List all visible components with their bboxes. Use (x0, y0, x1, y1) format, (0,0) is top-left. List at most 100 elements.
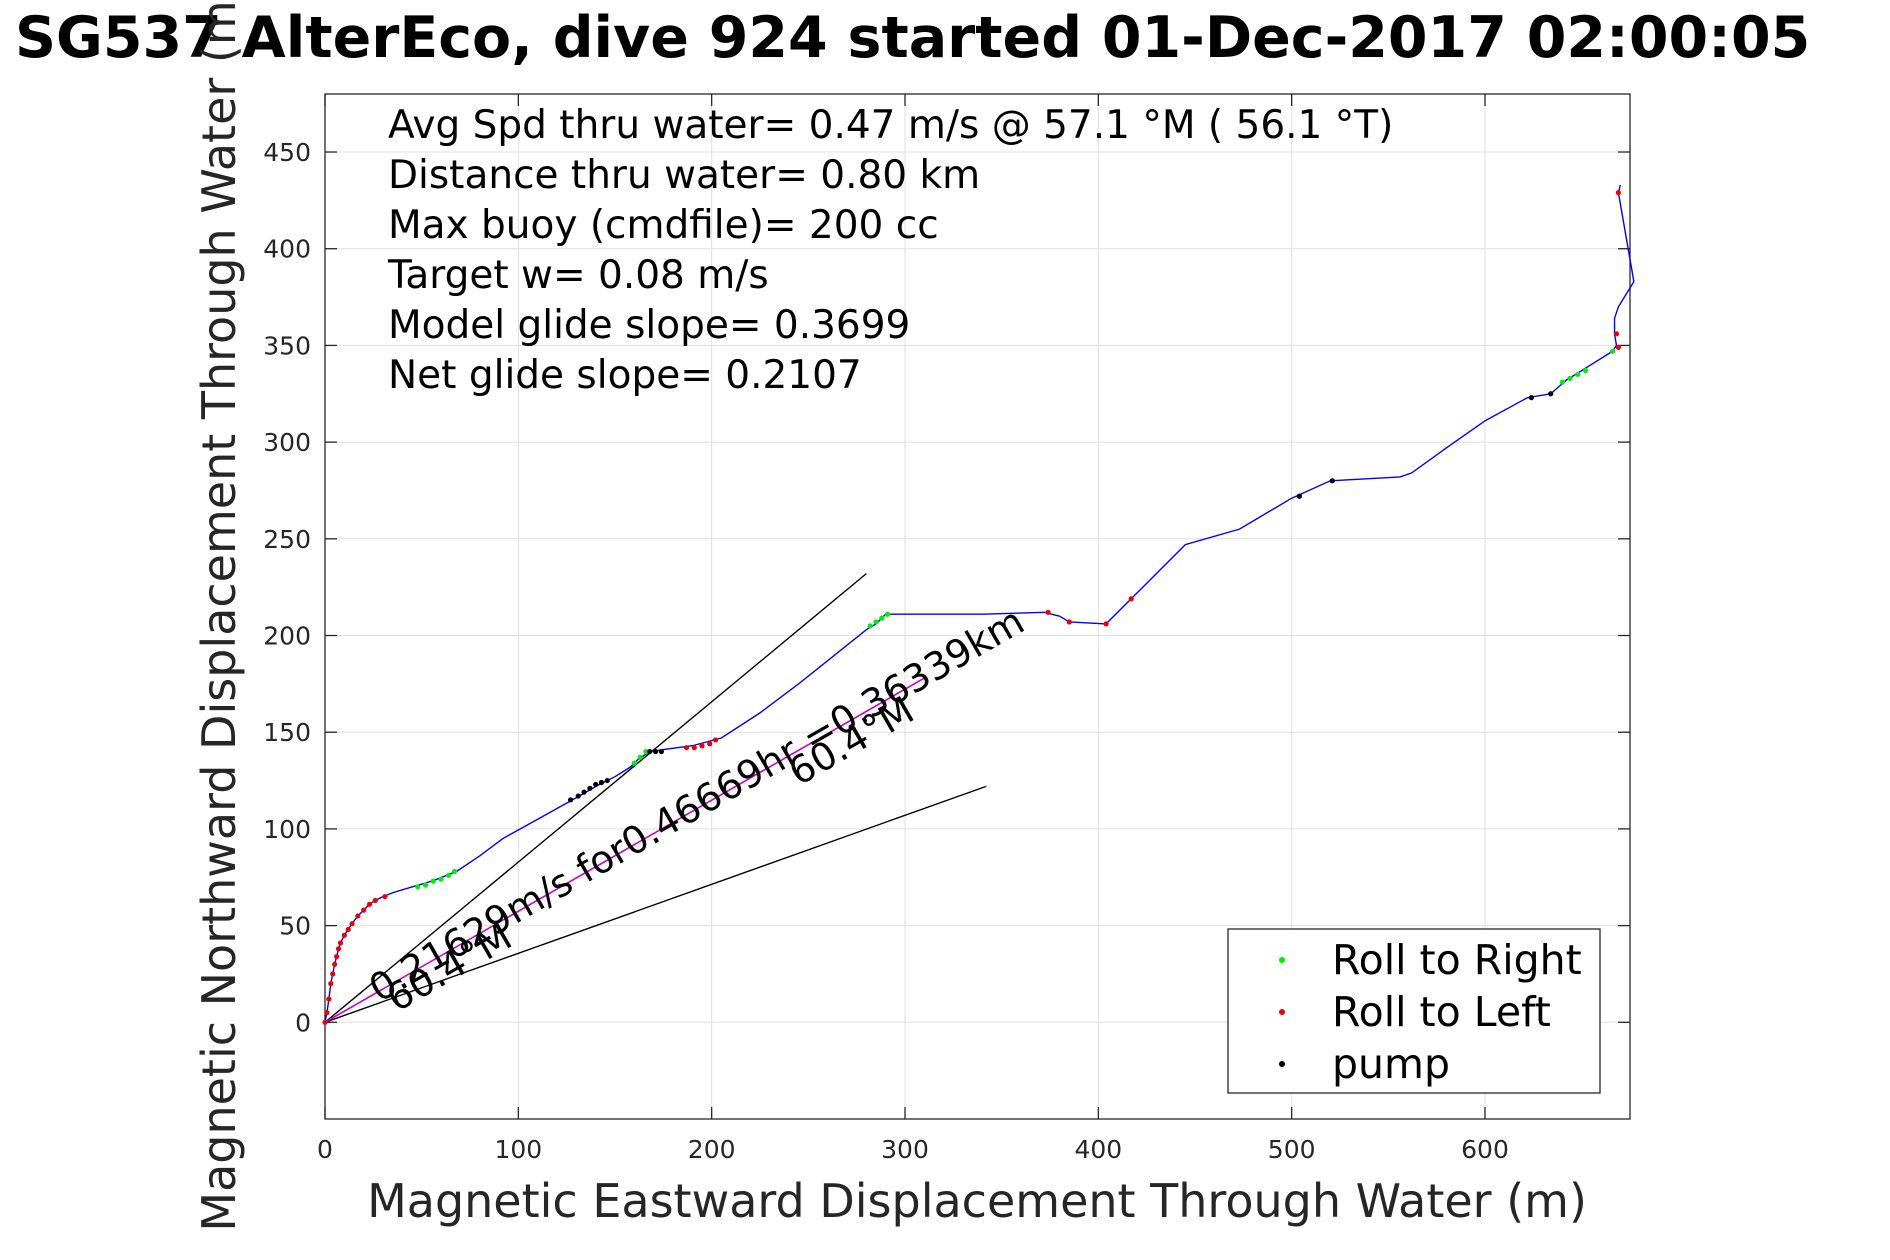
roll-to-right-marker (1559, 379, 1565, 385)
roll-to-right-marker (879, 615, 885, 621)
legend-swatch-roll-to-right (1279, 957, 1285, 963)
roll-to-left-marker (1613, 331, 1620, 337)
roll-to-right-marker (1567, 375, 1573, 381)
roll-to-right-marker (873, 619, 879, 625)
roll-to-left-marker (324, 1010, 330, 1016)
roll-to-left-marker (355, 913, 361, 919)
legend-swatch-pump (1279, 1061, 1285, 1067)
cone-line (324, 573, 867, 1023)
roll-to-right-marker (422, 882, 429, 888)
pump-marker (598, 779, 605, 786)
roll-to-left-marker (382, 893, 388, 900)
roll-to-left-marker (345, 926, 351, 933)
cone-line (324, 785, 987, 1023)
roll-to-left-marker (361, 907, 367, 913)
pump-marker (567, 797, 574, 803)
y-tick-label: 300 (263, 428, 311, 457)
roll-to-left-marker (366, 901, 373, 907)
roll-to-left-marker (683, 745, 690, 751)
roll-to-right-marker (631, 760, 637, 766)
track-line (324, 184, 1635, 1023)
x-axis-label: Magnetic Eastward Displacement Through W… (367, 1174, 1587, 1228)
net-line (324, 677, 925, 1023)
roll-to-left-marker (322, 1019, 328, 1025)
roll-to-left-marker (326, 996, 332, 1002)
legend-swatch-roll-to-left (1279, 1009, 1285, 1015)
legend-box (1227, 928, 1601, 1094)
roll-to-right-marker (451, 868, 458, 875)
info-line: Model glide slope= 0.3699 (388, 303, 910, 348)
pump-marker (575, 793, 581, 799)
x-tick-label: 500 (1268, 1135, 1316, 1164)
roll-to-left-marker (332, 961, 338, 967)
roll-to-left-marker (328, 981, 334, 987)
roll-to-left-marker (341, 932, 347, 938)
y-tick-label: 150 (263, 718, 311, 747)
roll-to-left-marker (712, 737, 719, 743)
info-text: Avg Spd thru water= 0.47 m/s @ 57.1 °M (… (387, 103, 1393, 398)
pump-marker (658, 748, 665, 755)
roll-to-left-marker (1045, 609, 1051, 615)
chart-title: SG537 AlterEco, dive 924 started 01-Dec-… (15, 5, 1810, 71)
pump-marker (653, 748, 659, 755)
y-tick-label: 350 (263, 331, 311, 360)
roll-to-right-marker (446, 872, 452, 878)
y-tick-label: 50 (279, 912, 311, 941)
roll-to-right-marker (1575, 371, 1581, 378)
roll-to-right-marker (438, 876, 444, 882)
pump-marker (1296, 493, 1302, 499)
info-line: Distance thru water= 0.80 km (388, 153, 980, 198)
pump-marker (647, 748, 653, 755)
y-tick-label: 250 (263, 525, 311, 554)
pump-marker (587, 785, 593, 791)
legend-label-pump: pump (1332, 1040, 1450, 1088)
x-tick-label: 300 (881, 1135, 929, 1164)
roll-to-left-marker (1103, 621, 1109, 627)
roll-to-left-marker (335, 946, 342, 952)
info-line: Target w= 0.08 m/s (387, 253, 769, 298)
roll-to-left-marker (334, 953, 340, 960)
roll-to-left-marker (1615, 344, 1621, 350)
annotations: 0.21629m/s for0.46669hr =0.36339km60.4°M… (362, 599, 1032, 1021)
y-axis-label: Magnetic Northward Displacement Through … (192, 0, 246, 1232)
info-line: Max buoy (cmdfile)= 200 cc (388, 203, 939, 248)
roll-to-left-marker (1066, 619, 1072, 625)
x-tick-label: 100 (494, 1135, 542, 1164)
pump-marker (604, 777, 610, 784)
roll-to-left-marker (330, 971, 336, 977)
x-tick-label: 600 (1461, 1135, 1509, 1164)
y-tick-label: 400 (263, 235, 311, 264)
heading-cone (324, 573, 987, 1023)
roll-to-right-marker (430, 878, 436, 884)
legend-label-roll-to-left: Roll to Left (1332, 988, 1551, 1036)
legend-label-roll-to-right: Roll to Right (1332, 936, 1582, 984)
x-tick-label: 400 (1074, 1135, 1122, 1164)
info-line: Net glide slope= 0.2107 (388, 353, 862, 398)
x-tick-label: 200 (688, 1135, 736, 1164)
y-tick-label: 0 (295, 1008, 311, 1037)
y-tick-label: 450 (263, 138, 311, 167)
roll-to-left-marker (337, 940, 344, 946)
roll-to-left-marker (372, 897, 378, 904)
roll-to-left-marker (1615, 190, 1621, 196)
plot-frame (324, 93, 1631, 1120)
roll-to-right-marker (867, 623, 873, 629)
markers (322, 190, 1621, 1025)
grid (324, 94, 1630, 1119)
info-line: Avg Spd thru water= 0.47 m/s @ 57.1 °M (… (388, 103, 1393, 148)
roll-to-right-marker (1610, 348, 1616, 354)
roll-to-right-marker (1582, 367, 1589, 374)
y-tick-label: 100 (263, 815, 311, 844)
net-track (324, 677, 925, 1023)
roll-to-right-marker (637, 754, 643, 760)
roll-to-left-marker (349, 921, 355, 927)
roll-to-left-marker (707, 741, 713, 747)
roll-to-left-marker (1128, 596, 1134, 602)
y-tick-label: 200 (263, 622, 311, 651)
roll-to-left-marker (699, 743, 705, 749)
x-tick-label: 0 (317, 1135, 333, 1164)
axis-ticks: 0 100 200 300 400 500 600 0 50 100 150 200 250 300 350… (263, 94, 1630, 1164)
pump-marker (1329, 478, 1335, 484)
